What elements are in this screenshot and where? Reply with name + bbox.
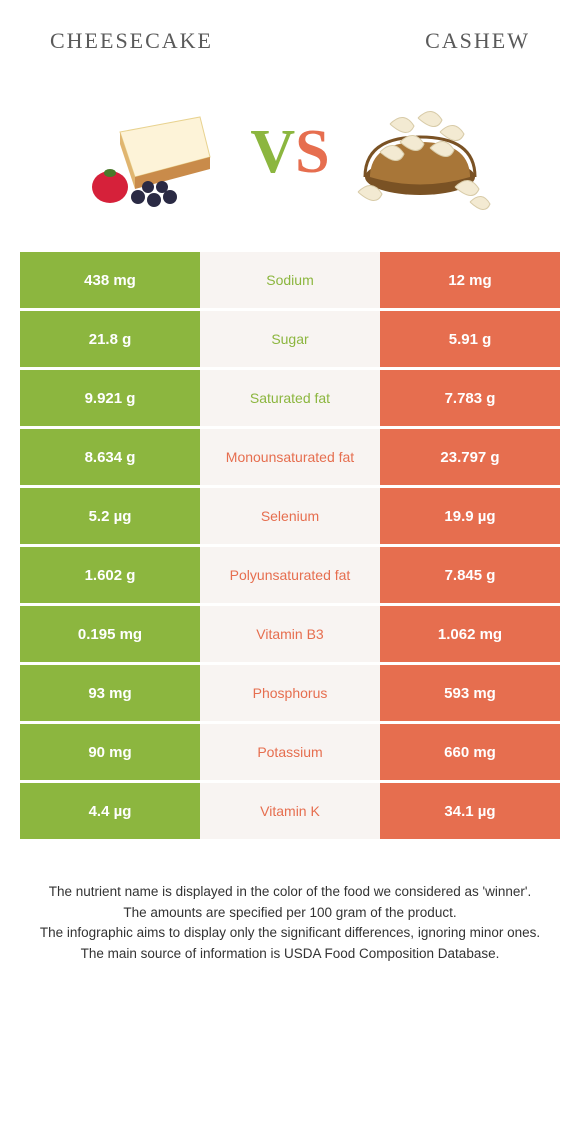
left-value: 9.921 g (20, 370, 200, 426)
right-food-title: CASHEW (425, 28, 530, 54)
right-value: 19.9 µg (380, 488, 560, 544)
nutrient-label: Saturated fat (200, 370, 380, 426)
nutrient-label: Potassium (200, 724, 380, 780)
cashew-image (340, 72, 500, 232)
table-row: 21.8 gSugar5.91 g (20, 311, 560, 367)
table-row: 4.4 µgVitamin K34.1 µg (20, 783, 560, 839)
footer-line-2: The amounts are specified per 100 gram o… (30, 903, 550, 923)
right-value: 660 mg (380, 724, 560, 780)
nutrient-label: Monounsaturated fat (200, 429, 380, 485)
left-value: 8.634 g (20, 429, 200, 485)
nutrient-table: 438 mgSodium12 mg21.8 gSugar5.91 g9.921 … (20, 252, 560, 839)
nutrient-label: Vitamin B3 (200, 606, 380, 662)
right-value: 12 mg (380, 252, 560, 308)
nutrient-label: Phosphorus (200, 665, 380, 721)
right-value: 5.91 g (380, 311, 560, 367)
left-value: 93 mg (20, 665, 200, 721)
left-value: 438 mg (20, 252, 200, 308)
footer-line-3: The infographic aims to display only the… (30, 923, 550, 943)
left-value: 90 mg (20, 724, 200, 780)
footer-line-1: The nutrient name is displayed in the co… (30, 882, 550, 902)
vs-v: V (250, 117, 295, 188)
table-row: 90 mgPotassium660 mg (20, 724, 560, 780)
images-row: VS (0, 62, 580, 252)
vs-s: S (295, 117, 329, 188)
left-value: 1.602 g (20, 547, 200, 603)
table-row: 438 mgSodium12 mg (20, 252, 560, 308)
table-row: 5.2 µgSelenium19.9 µg (20, 488, 560, 544)
right-value: 7.783 g (380, 370, 560, 426)
left-value: 4.4 µg (20, 783, 200, 839)
right-value: 593 mg (380, 665, 560, 721)
table-row: 93 mgPhosphorus593 mg (20, 665, 560, 721)
right-value: 23.797 g (380, 429, 560, 485)
header-row: CHEESECAKE CASHEW (0, 0, 580, 62)
nutrient-label: Vitamin K (200, 783, 380, 839)
nutrient-label: Polyunsaturated fat (200, 547, 380, 603)
nutrient-label: Selenium (200, 488, 380, 544)
table-row: 9.921 gSaturated fat7.783 g (20, 370, 560, 426)
table-row: 8.634 gMonounsaturated fat23.797 g (20, 429, 560, 485)
cheesecake-image (80, 72, 240, 232)
vs-label: VS (250, 117, 329, 188)
right-value: 34.1 µg (380, 783, 560, 839)
left-value: 0.195 mg (20, 606, 200, 662)
left-food-title: CHEESECAKE (50, 28, 213, 54)
left-value: 21.8 g (20, 311, 200, 367)
footer-notes: The nutrient name is displayed in the co… (0, 842, 580, 963)
right-value: 1.062 mg (380, 606, 560, 662)
table-row: 1.602 gPolyunsaturated fat7.845 g (20, 547, 560, 603)
right-value: 7.845 g (380, 547, 560, 603)
nutrient-label: Sodium (200, 252, 380, 308)
table-row: 0.195 mgVitamin B31.062 mg (20, 606, 560, 662)
left-value: 5.2 µg (20, 488, 200, 544)
footer-line-4: The main source of information is USDA F… (30, 944, 550, 964)
nutrient-label: Sugar (200, 311, 380, 367)
